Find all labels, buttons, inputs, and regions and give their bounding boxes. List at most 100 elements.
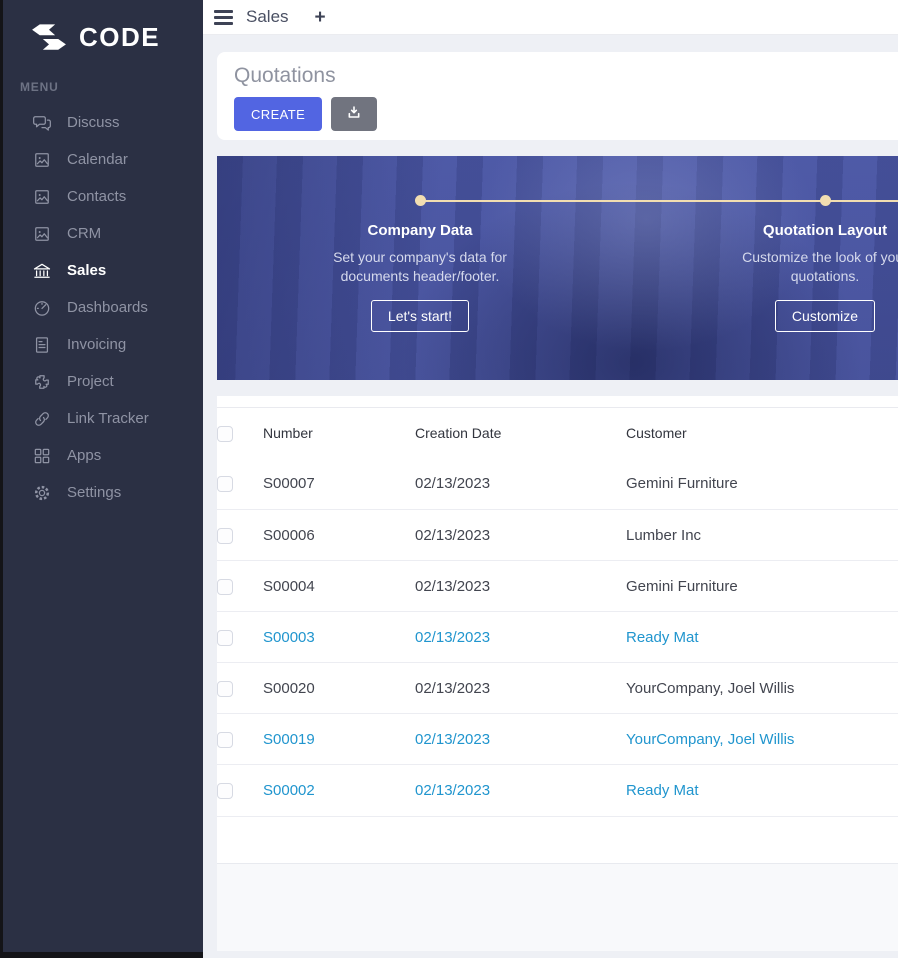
cell-number: S00007 [263, 475, 315, 493]
cell-number: S00020 [263, 679, 315, 697]
cell-creation-date: 02/13/2023 [415, 781, 491, 799]
sidebar-item-project[interactable]: Project [3, 363, 203, 400]
image-placeholder-icon [32, 224, 52, 244]
onboarding-step-quotation-layout: Quotation Layout Customize the look of y… [710, 222, 898, 332]
sidebar-item-label: Invoicing [67, 336, 127, 353]
sidebar-item-label: Dashboards [67, 299, 148, 316]
row-checkbox[interactable] [217, 527, 233, 544]
column-header-customer[interactable]: Customer [626, 425, 687, 442]
cell-creation-date: 02/13/2023 [415, 679, 491, 697]
sidebar-item-discuss[interactable]: Discuss [3, 104, 203, 141]
image-placeholder-icon [32, 150, 52, 170]
cell-creation-date: 02/13/2023 [415, 526, 491, 544]
active-tab-title[interactable]: Sales [246, 7, 289, 26]
cell-customer: Gemini Furniture [626, 577, 738, 595]
cell-customer: Ready Mat [626, 781, 699, 799]
cell-customer: Gemini Furniture [626, 475, 738, 493]
onboarding-step-dot [820, 195, 831, 206]
sidebar-menu: Discuss Calendar Contacts CRM Sales Dashboard… [3, 104, 203, 511]
sidebar-item-label: Apps [67, 447, 102, 464]
table-row[interactable]: S00019 02/13/2023 YourCompany, Joel Willis [217, 713, 898, 765]
logo-arrows-icon [29, 24, 69, 51]
cell-customer: Lumber Inc [626, 526, 702, 544]
download-icon [346, 105, 362, 124]
sidebar-item-settings[interactable]: Settings [3, 474, 203, 511]
table-row[interactable]: S00002 02/13/2023 Ready Mat [217, 764, 898, 816]
logo-text: CODE [79, 22, 161, 52]
sidebar-item-label: Discuss [67, 114, 120, 131]
row-checkbox[interactable] [217, 731, 233, 748]
quotations-header-card: Quotations CREATE [217, 52, 898, 140]
cell-customer: YourCompany, Joel Willis [626, 679, 795, 697]
row-checkbox[interactable] [217, 680, 233, 697]
table-row[interactable]: S00006 02/13/2023 Lumber Inc [217, 509, 898, 561]
quotations-table: Number Creation Date Customer S00007 02/1… [217, 407, 898, 816]
onboarding-step-company-data: Company Data Set your company's data for… [305, 222, 535, 332]
select-all-checkbox[interactable] [217, 425, 233, 442]
link-icon [32, 409, 52, 429]
column-header-number[interactable]: Number [263, 425, 313, 442]
export-button[interactable] [331, 97, 378, 131]
row-checkbox[interactable] [217, 629, 233, 646]
sidebar: CODE MENU Discuss Calendar Contacts CRM Sale… [3, 0, 203, 952]
customize-button[interactable]: Customize [774, 300, 876, 332]
menu-section-label: MENU [20, 80, 59, 94]
lets-start-button[interactable]: Let's start! [370, 300, 470, 332]
sidebar-item-sales[interactable]: Sales [3, 252, 203, 289]
step-title: Company Data [367, 222, 473, 239]
onboarding-step-dot [415, 195, 426, 206]
tachometer-icon [32, 298, 52, 318]
quotations-table-body: S00007 02/13/2023 Gemini Furniture S00006 02… [217, 459, 898, 816]
content-wrapper: Quotations CREATE Company Data Set your … [217, 52, 898, 951]
row-checkbox[interactable] [217, 476, 233, 493]
cell-number: S00002 [263, 781, 315, 799]
cell-customer: YourCompany, Joel Willis [626, 730, 795, 748]
sidebar-item-invoicing[interactable]: Invoicing [3, 326, 203, 363]
sidebar-item-label: Sales [67, 262, 107, 279]
grid-icon [32, 446, 52, 466]
sidebar-item-apps[interactable]: Apps [3, 437, 203, 474]
row-checkbox[interactable] [217, 578, 233, 595]
cell-number: S00004 [263, 577, 315, 595]
table-row[interactable]: S00003 02/13/2023 Ready Mat [217, 611, 898, 663]
table-empty-area [217, 815, 898, 863]
table-row[interactable]: S00007 02/13/2023 Gemini Furniture [217, 459, 898, 510]
sidebar-item-label: Contacts [67, 188, 127, 205]
cell-number: S00019 [263, 730, 315, 748]
sidebar-item-label: Calendar [67, 151, 128, 168]
sidebar-item-calendar[interactable]: Calendar [3, 141, 203, 178]
cell-creation-date: 02/13/2023 [415, 730, 491, 748]
puzzle-icon [32, 372, 52, 392]
main-area: Sales + Quotations CREATE [203, 0, 898, 958]
table-row[interactable]: S00004 02/13/2023 Gemini Furniture [217, 560, 898, 612]
sidebar-item-contacts[interactable]: Contacts [3, 178, 203, 215]
sidebar-item-link-tracker[interactable]: Link Tracker [3, 400, 203, 437]
cell-creation-date: 02/13/2023 [415, 475, 491, 493]
add-tab-button[interactable]: + [314, 6, 326, 28]
page-title: Quotations [234, 64, 336, 87]
step-title: Quotation Layout [762, 222, 888, 239]
sidebar-item-dashboards[interactable]: Dashboards [3, 289, 203, 326]
quotations-table-card: Number Creation Date Customer S00007 02/1… [217, 396, 898, 863]
table-row[interactable]: S00020 02/13/2023 YourCompany, Joel Willis [217, 662, 898, 714]
sidebar-item-label: CRM [67, 225, 102, 242]
content-footer-area [217, 862, 898, 951]
cell-number: S00003 [263, 628, 315, 646]
step-description: Set your company's data for documents he… [333, 249, 507, 284]
gear-icon [32, 483, 52, 503]
image-placeholder-icon [32, 187, 52, 207]
hamburger-menu-icon[interactable] [214, 9, 233, 25]
onboarding-timeline-line [420, 200, 898, 202]
sidebar-item-label: Link Tracker [67, 410, 149, 427]
column-header-creation-date[interactable]: Creation Date [415, 425, 502, 442]
sidebar-item-label: Settings [67, 484, 122, 501]
sidebar-item-crm[interactable]: CRM [3, 215, 203, 252]
comments-icon [32, 113, 52, 133]
create-button[interactable]: CREATE [234, 97, 323, 131]
cell-creation-date: 02/13/2023 [415, 628, 491, 646]
row-checkbox[interactable] [217, 782, 233, 799]
app-logo[interactable]: CODE [3, 0, 203, 53]
bank-icon [32, 261, 52, 281]
table-header-row: Number Creation Date Customer [217, 408, 898, 459]
invoice-icon [32, 335, 52, 355]
